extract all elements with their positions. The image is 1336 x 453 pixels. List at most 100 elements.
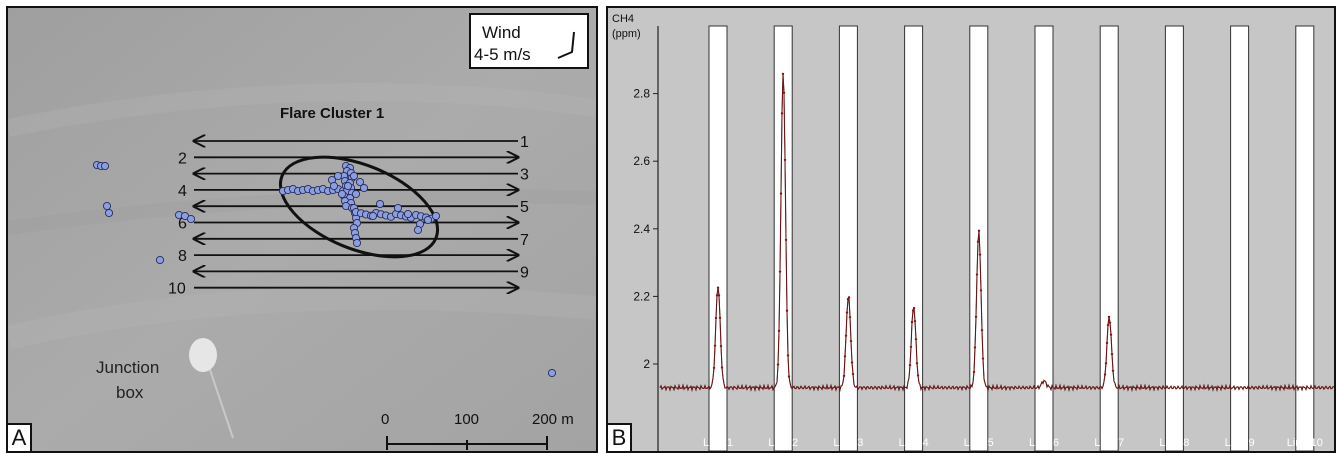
ch4-point [980,329,984,332]
y-tick-label: 2.8 [633,87,650,101]
ch4-point [842,374,846,378]
ch4-point [783,158,787,162]
transect-band [904,25,924,451]
transect-label: 7 [520,232,529,249]
transect-band [1099,25,1119,451]
flare-point [423,215,433,225]
cluster-ellipse [278,155,440,259]
flare-point [343,181,353,191]
y-tick-label: 2.4 [633,222,650,236]
ch4-point [981,357,985,360]
ch4-point [1107,315,1111,319]
panel-a-map: Wind 4-5 m/s Flare Cluster 1 1 2 3 4 5 6 7 8 9 10… [6,6,598,453]
scale-label-200: 200 m [532,411,574,428]
ch4-series [659,72,1334,392]
transect-label: 4 [178,183,187,200]
ch4-point [1103,373,1107,376]
scale-label-0: 0 [381,411,389,428]
cluster-label: Flare Cluster 1 [280,105,384,122]
panel-letter-b: B [608,423,632,451]
ch4-point [777,329,781,333]
transect-band [773,25,793,451]
ch4-point [979,289,983,292]
x-tick-label: Line 2 [768,437,798,449]
wind-barb-icon [557,31,575,59]
transect-band [1230,25,1250,451]
ch4-point [715,294,719,297]
ch4-point [785,309,789,312]
y-ticks: 2 2.2 2.4 2.6 2.8 [633,87,658,371]
y-axis-unit: (ppm) [612,28,641,40]
x-tick-label: Line 4 [899,437,929,449]
ch4-point [778,270,782,273]
junction-label-1: Junction [96,358,159,377]
ch4-point [978,253,982,256]
map-background [8,8,596,451]
ch4-point [848,315,852,319]
transect-label: 5 [520,199,529,216]
ch4-point [913,319,917,323]
junction-box-icon [189,338,217,372]
junction-box: Junction box [96,338,234,439]
ch4-point [784,238,788,242]
scale-label-100: 100 [454,411,479,428]
flare-point [100,161,110,171]
flare-point [186,214,196,224]
ch4-point [847,296,851,299]
ch4-point [781,72,785,76]
flare-point [355,177,365,187]
ch4-point [910,320,914,324]
ch4-point [1111,369,1115,372]
flare-point [102,201,112,211]
transect-band [1164,25,1184,451]
ch4-point [719,344,723,348]
wind-title: Wind [482,23,521,42]
transect-band [708,25,728,451]
ch4-point [717,294,721,297]
flare-points [92,160,557,378]
flare-point [155,255,165,265]
ch4-point [1108,321,1112,324]
flare-point [349,171,359,181]
ch4-point [846,298,850,301]
transect-label: 10 [168,281,186,298]
flare-point [413,225,423,235]
x-tick-labels: Line 1 Line 2 Line 3 Line 4 Line 5 Line 6 Line… [703,437,1323,449]
ch4-chart: 22.22.42.62.8 CH4 (ppm) Line 1 Line 2 Line… [608,8,1334,451]
ch4-point [976,240,980,243]
ch4-point [1109,333,1113,336]
x-tick-label: Line 7 [1094,437,1124,449]
transect-label: 6 [178,216,187,233]
flare-point [375,199,385,209]
ch4-point [912,306,916,310]
ch4-point [780,112,784,115]
ch4-point [787,375,791,378]
x-tick-label: Line 10 [1287,437,1323,449]
ch4-point [1104,361,1108,365]
ch4-point [908,363,912,367]
transect-label: 1 [520,134,529,151]
ch4-point [850,361,854,364]
x-tick-label: Line 8 [1159,437,1189,449]
flare-point [547,368,557,378]
transect-band [1295,25,1315,451]
flare-point [368,211,378,221]
ch4-point [974,315,978,319]
ch4-point [911,309,915,312]
flare-point [431,211,441,221]
ch4-point [915,362,919,365]
ch4-point [851,372,855,376]
y-axis-label: CH4 [612,13,634,25]
flare-point [337,189,347,199]
transect-label: 8 [178,248,187,265]
x-tick-label: Line 5 [964,437,994,449]
ch4-point [720,366,724,369]
ch4-point [1105,341,1109,345]
transect-band [838,25,858,451]
ch4-line-red [659,73,1334,392]
transect-label: 3 [520,167,529,184]
x-tick-label: Line 6 [1029,437,1059,449]
junction-label-2: box [116,383,144,402]
wind-speed: 4-5 m/s [474,45,531,64]
ch4-point [1106,323,1110,327]
